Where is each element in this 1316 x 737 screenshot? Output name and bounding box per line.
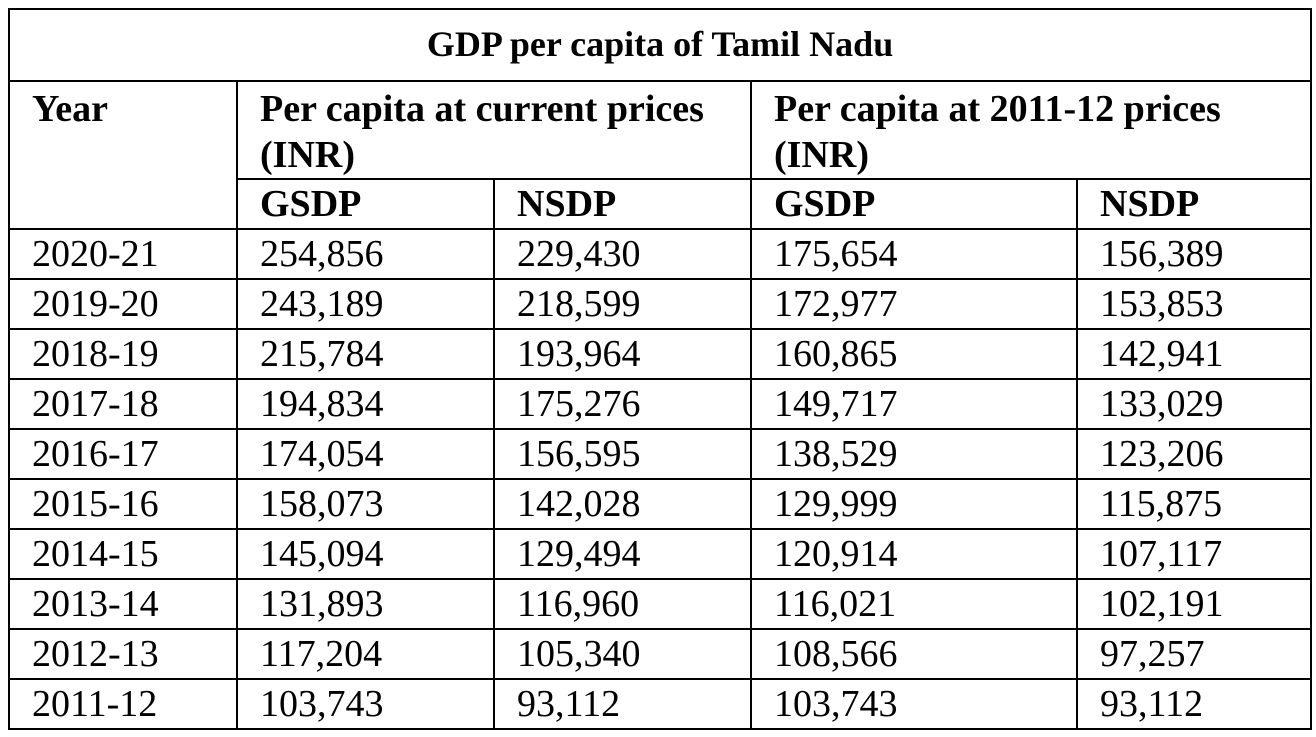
table-row: 2018-19 215,784 193,964 160,865 142,941 — [8, 328, 1313, 380]
cell-constant-gsdp: 160,865 — [750, 328, 1078, 380]
cell-year: 2014-15 — [8, 528, 238, 580]
cell-current-gsdp: 243,189 — [236, 278, 495, 330]
header-constant-prices: Per capita at 2011-12 prices (INR) — [749, 80, 1313, 180]
cell-constant-gsdp: 103,743 — [750, 678, 1078, 730]
table-row: 2019-20 243,189 218,599 172,977 153,853 — [8, 278, 1313, 330]
cell-current-nsdp: 156,595 — [493, 428, 752, 480]
cell-constant-gsdp: 138,529 — [750, 428, 1078, 480]
table-row: 2020-21 254,856 229,430 175,654 156,389 — [8, 228, 1313, 280]
cell-year: 2017-18 — [8, 378, 238, 430]
cell-constant-nsdp: 102,191 — [1075, 578, 1313, 630]
table-title: GDP per capita of Tamil Nadu — [7, 8, 1313, 82]
cell-constant-nsdp: 142,941 — [1075, 328, 1313, 380]
cell-current-gsdp: 103,743 — [236, 678, 495, 730]
cell-current-nsdp: 193,964 — [493, 328, 752, 380]
cell-year: 2018-19 — [8, 328, 238, 380]
cell-constant-nsdp: 115,875 — [1075, 478, 1313, 530]
cell-year: 2013-14 — [8, 578, 238, 630]
table-row: 2014-15 145,094 129,494 120,914 107,117 — [8, 528, 1313, 580]
cell-constant-gsdp: 175,654 — [750, 228, 1078, 280]
cell-current-nsdp: 129,494 — [493, 528, 752, 580]
cell-constant-nsdp: 123,206 — [1075, 428, 1313, 480]
table-row: 2011-12 103,743 93,112 103,743 93,112 — [8, 678, 1313, 730]
group-header-row: Year Per capita at current prices (INR) … — [8, 80, 1313, 230]
title-row: GDP per capita of Tamil Nadu — [7, 8, 1313, 82]
sub-header-row: GSDP NSDP GSDP NSDP — [9, 178, 1313, 230]
cell-current-nsdp: 142,028 — [493, 478, 752, 530]
cell-constant-nsdp: 93,112 — [1075, 678, 1313, 730]
cell-constant-nsdp: 133,029 — [1075, 378, 1313, 430]
cell-current-gsdp: 145,094 — [236, 528, 495, 580]
cell-current-nsdp: 116,960 — [493, 578, 752, 630]
cell-year: 2015-16 — [8, 478, 238, 530]
cell-current-gsdp: 158,073 — [236, 478, 495, 530]
cell-current-gsdp: 194,834 — [236, 378, 495, 430]
table-row: 2016-17 174,054 156,595 138,529 123,206 — [8, 428, 1313, 480]
cell-current-nsdp: 175,276 — [493, 378, 752, 430]
cell-current-nsdp: 93,112 — [493, 678, 752, 730]
cell-year: 2012-13 — [8, 628, 238, 680]
cell-constant-gsdp: 129,999 — [750, 478, 1078, 530]
header-current-prices: Per capita at current prices (INR) — [236, 80, 752, 180]
cell-constant-gsdp: 108,566 — [750, 628, 1078, 680]
cell-current-gsdp: 215,784 — [236, 328, 495, 380]
cell-constant-nsdp: 97,257 — [1075, 628, 1313, 680]
cell-current-gsdp: 254,856 — [236, 228, 495, 280]
cell-current-gsdp: 131,893 — [236, 578, 495, 630]
gdp-per-capita-table: GDP per capita of Tamil Nadu Year Per ca… — [7, 8, 1313, 730]
header-constant-nsdp: NSDP — [1075, 178, 1313, 230]
cell-constant-gsdp: 149,717 — [750, 378, 1078, 430]
table-row: 2015-16 158,073 142,028 129,999 115,875 — [8, 478, 1313, 530]
header-current-nsdp: NSDP — [493, 178, 752, 230]
cell-constant-nsdp: 107,117 — [1075, 528, 1313, 580]
cell-year: 2016-17 — [8, 428, 238, 480]
cell-constant-nsdp: 153,853 — [1075, 278, 1313, 330]
cell-current-gsdp: 117,204 — [236, 628, 495, 680]
cell-constant-gsdp: 116,021 — [750, 578, 1078, 630]
cell-constant-nsdp: 156,389 — [1075, 228, 1313, 280]
header-constant-gsdp: GSDP — [750, 178, 1078, 230]
table-row: 2013-14 131,893 116,960 116,021 102,191 — [8, 578, 1313, 630]
cell-constant-gsdp: 172,977 — [750, 278, 1078, 330]
header-year: Year — [8, 80, 238, 230]
cell-year: 2019-20 — [8, 278, 238, 330]
header-current-gsdp: GSDP — [236, 178, 495, 230]
cell-year: 2020-21 — [8, 228, 238, 280]
cell-current-gsdp: 174,054 — [236, 428, 495, 480]
cell-current-nsdp: 218,599 — [493, 278, 752, 330]
cell-current-nsdp: 105,340 — [493, 628, 752, 680]
cell-constant-gsdp: 120,914 — [750, 528, 1078, 580]
cell-year: 2011-12 — [8, 678, 238, 730]
cell-current-nsdp: 229,430 — [493, 228, 752, 280]
table-row: 2012-13 117,204 105,340 108,566 97,257 — [8, 628, 1313, 680]
table-row: 2017-18 194,834 175,276 149,717 133,029 — [8, 378, 1313, 430]
